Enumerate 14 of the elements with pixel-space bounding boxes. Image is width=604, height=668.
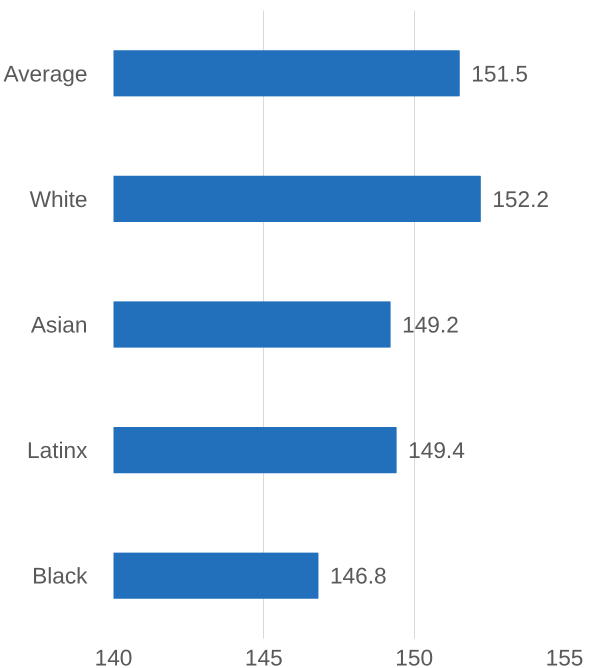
y-tick-label: Average (4, 60, 88, 86)
x-tick-label: 140 (94, 644, 132, 668)
x-tick-label: 155 (546, 644, 584, 668)
data-label: 149.2 (402, 312, 459, 338)
data-label: 152.2 (492, 186, 550, 212)
y-tick-label: White (30, 186, 88, 212)
y-tick-label: Black (32, 562, 88, 589)
y-tick-label: Asian (30, 312, 88, 338)
x-tick-label: 145 (244, 644, 283, 668)
data-label: 149.4 (408, 437, 465, 464)
data-label: 146.8 (330, 562, 387, 589)
y-tick-label: Latinx (27, 437, 88, 464)
data-label: 151.5 (471, 60, 528, 86)
x-tick-label: 150 (395, 644, 434, 668)
